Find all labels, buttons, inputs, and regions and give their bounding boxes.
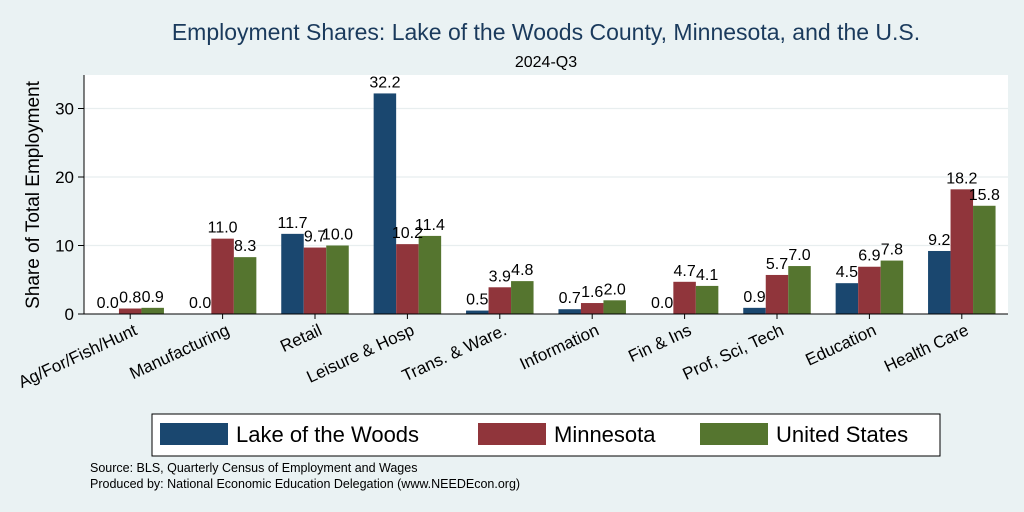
y-ticks: 0 10 20 30 [55, 100, 84, 324]
y-axis-label: Share of Total Employment [23, 80, 44, 308]
value-label-minnesota-trans-ware: 3.9 [489, 268, 511, 285]
bar-minnesota-information [580, 303, 604, 314]
bar-united-states-manufacturing [233, 257, 257, 314]
legend-label-united-states: United States [776, 422, 908, 447]
bar-united-states-prof-sci-tech [788, 266, 811, 314]
y-tick-label-0: 0 [65, 305, 74, 324]
bar-lake-of-the-woods-health-care [928, 250, 951, 314]
bar-minnesota-trans-ware [488, 287, 512, 314]
value-label-minnesota-ag-for-fish-hunt: 0.8 [119, 290, 141, 307]
bar-united-states-fin-ins [695, 285, 719, 314]
legend-swatch-lake-of-the-woods [160, 423, 228, 445]
value-label-lake-of-the-woods-trans-ware: 0.5 [466, 292, 488, 309]
value-label-minnesota-fin-ins: 4.7 [673, 263, 695, 280]
value-label-minnesota-education: 6.9 [858, 248, 880, 265]
value-label-minnesota-health-care: 18.2 [946, 170, 977, 187]
y-tick-label-20: 20 [55, 168, 74, 187]
value-label-minnesota-information: 1.6 [581, 284, 603, 301]
bar-minnesota-leisure-hosp [396, 244, 419, 314]
bar-lake-of-the-woods-leisure-hosp [373, 93, 397, 315]
legend-label-lake-of-the-woods: Lake of the Woods [236, 422, 419, 447]
bar-lake-of-the-woods-prof-sci-tech [743, 307, 766, 314]
bar-minnesota-education [858, 266, 881, 314]
bar-united-states-information [603, 300, 626, 314]
bars [118, 93, 996, 315]
chart-title: Employment Shares: Lake of the Woods Cou… [172, 19, 920, 45]
bar-lake-of-the-woods-trans-ware [466, 310, 489, 314]
bar-united-states-trans-ware [511, 281, 534, 314]
bar-lake-of-the-woods-retail [281, 233, 304, 314]
bar-minnesota-manufacturing [211, 238, 234, 314]
bar-minnesota-ag-for-fish-hunt [118, 308, 142, 314]
bar-united-states-leisure-hosp [418, 235, 442, 314]
value-label-lake-of-the-woods-ag-for-fish-hunt: 0.0 [97, 295, 119, 312]
gridlines [84, 107, 1008, 247]
value-label-united-states-ag-for-fish-hunt: 0.9 [142, 289, 164, 306]
value-label-united-states-trans-ware: 4.8 [511, 262, 533, 279]
value-label-lake-of-the-woods-leisure-hosp: 32.2 [369, 74, 400, 91]
bar-lake-of-the-woods-education [835, 283, 859, 314]
value-label-minnesota-manufacturing: 11.0 [208, 220, 238, 237]
value-label-lake-of-the-woods-fin-ins: 0.0 [651, 295, 673, 312]
value-label-lake-of-the-woods-health-care: 9.2 [928, 232, 950, 249]
value-label-lake-of-the-woods-prof-sci-tech: 0.9 [743, 289, 765, 306]
legend: Lake of the Woods Minnesota United State… [151, 413, 941, 457]
legend-swatch-united-states [700, 423, 768, 445]
value-label-united-states-information: 2.0 [604, 281, 626, 298]
value-label-united-states-leisure-hosp: 11.4 [415, 217, 445, 234]
source-note: Source: BLS, Quarterly Census of Employm… [90, 461, 417, 475]
legend-label-minnesota: Minnesota [554, 422, 656, 447]
bar-united-states-retail [326, 245, 349, 314]
bar-minnesota-retail [303, 247, 327, 314]
value-label-lake-of-the-woods-manufacturing: 0.0 [189, 295, 211, 312]
value-label-minnesota-prof-sci-tech: 5.7 [766, 256, 788, 273]
value-label-minnesota-retail: 9.7 [304, 229, 326, 246]
value-labels: 0.0 0.8 0.9 0.011.08.311.79.710.032.210.211… [97, 74, 1000, 312]
chart-subtitle: 2024-Q3 [515, 54, 577, 71]
value-label-united-states-fin-ins: 4.1 [696, 267, 718, 284]
value-label-minnesota-leisure-hosp: 10.2 [392, 225, 423, 242]
bar-united-states-education [880, 260, 904, 314]
value-label-united-states-health-care: 15.8 [969, 187, 1000, 204]
bar-minnesota-fin-ins [673, 281, 696, 314]
value-label-united-states-retail: 10.0 [322, 227, 353, 244]
value-label-lake-of-the-woods-retail: 11.7 [278, 215, 308, 232]
bar-minnesota-health-care [950, 189, 974, 314]
y-tick-label-10: 10 [55, 237, 74, 256]
value-label-lake-of-the-woods-information: 0.7 [559, 290, 581, 307]
y-tick-label-30: 30 [55, 100, 74, 119]
value-label-united-states-education: 7.8 [881, 242, 903, 259]
value-label-united-states-prof-sci-tech: 7.0 [788, 247, 810, 264]
bar-minnesota-prof-sci-tech [765, 274, 789, 314]
value-label-united-states-manufacturing: 8.3 [234, 238, 256, 255]
bar-united-states-ag-for-fish-hunt [141, 307, 164, 314]
bar-united-states-health-care [973, 205, 996, 314]
bar-lake-of-the-woods-information [558, 309, 581, 314]
value-label-lake-of-the-woods-education: 4.5 [836, 264, 858, 281]
legend-swatch-minnesota [478, 423, 546, 445]
produced-by-note: Produced by: National Economic Education… [90, 477, 520, 491]
